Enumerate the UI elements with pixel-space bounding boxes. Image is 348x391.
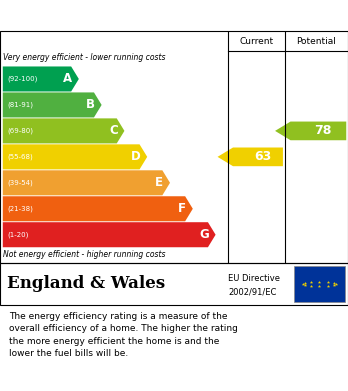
Text: F: F bbox=[178, 202, 185, 215]
Polygon shape bbox=[275, 122, 346, 140]
Text: The energy efficiency rating is a measure of the
overall efficiency of a home. T: The energy efficiency rating is a measur… bbox=[9, 312, 238, 359]
Text: (81-91): (81-91) bbox=[7, 102, 33, 108]
Text: (55-68): (55-68) bbox=[7, 154, 33, 160]
Polygon shape bbox=[3, 118, 125, 143]
Text: 63: 63 bbox=[254, 151, 271, 163]
Text: Energy Efficiency Rating: Energy Efficiency Rating bbox=[9, 9, 200, 23]
Text: England & Wales: England & Wales bbox=[7, 275, 165, 292]
Text: Current: Current bbox=[239, 37, 274, 46]
Text: Not energy efficient - higher running costs: Not energy efficient - higher running co… bbox=[3, 250, 166, 259]
Text: G: G bbox=[199, 228, 209, 241]
Polygon shape bbox=[3, 92, 102, 117]
Text: B: B bbox=[86, 99, 95, 111]
Polygon shape bbox=[3, 222, 216, 247]
Text: (1-20): (1-20) bbox=[7, 231, 28, 238]
Text: (69-80): (69-80) bbox=[7, 127, 33, 134]
Text: C: C bbox=[109, 124, 118, 137]
Text: D: D bbox=[131, 151, 141, 163]
Text: Potential: Potential bbox=[296, 37, 336, 46]
Text: 2002/91/EC: 2002/91/EC bbox=[228, 288, 276, 297]
Polygon shape bbox=[3, 170, 170, 196]
Text: 78: 78 bbox=[314, 124, 332, 137]
Polygon shape bbox=[3, 144, 147, 169]
Text: (39-54): (39-54) bbox=[7, 179, 33, 186]
Text: (21-38): (21-38) bbox=[7, 206, 33, 212]
Bar bbox=[294, 266, 345, 301]
Text: A: A bbox=[63, 72, 72, 86]
Text: (92-100): (92-100) bbox=[7, 76, 37, 82]
Polygon shape bbox=[218, 147, 283, 166]
Text: E: E bbox=[155, 176, 163, 189]
Polygon shape bbox=[3, 196, 193, 221]
Polygon shape bbox=[3, 66, 79, 91]
Text: EU Directive: EU Directive bbox=[228, 274, 280, 283]
Text: Very energy efficient - lower running costs: Very energy efficient - lower running co… bbox=[3, 53, 166, 62]
